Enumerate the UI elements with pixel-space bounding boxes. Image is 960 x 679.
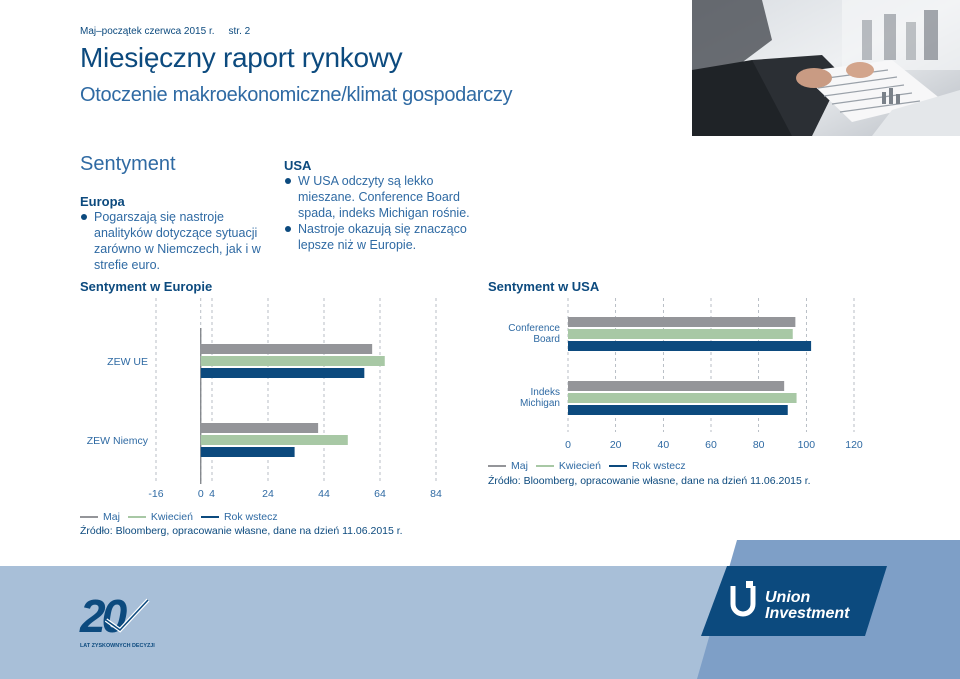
usa-tick-labels: 0 20 40 60 80 100 120	[565, 439, 863, 451]
tick-label: 84	[430, 488, 442, 500]
anniversary-logo-caption: LAT ZYSKOWNYCH DECYZJI	[80, 643, 155, 649]
usa-block: USA W USA odczyty są lekko mieszane. Con…	[284, 158, 484, 253]
tick-label: 44	[318, 488, 330, 500]
chart-title-europe: Sentyment w Europie	[80, 279, 213, 294]
tick-label: 20	[610, 439, 622, 451]
legend-label: Maj	[511, 460, 528, 472]
brand-name-line1: Union	[765, 589, 811, 606]
tick-label: 100	[798, 439, 816, 451]
legend-item: Maj	[488, 460, 528, 472]
page-subtitle: Otoczenie makroekonomiczne/klimat gospod…	[80, 84, 513, 106]
usa-legend: Maj Kwiecień Rok wstecz	[488, 460, 694, 472]
anniversary-logo: 20 LAT ZYSKOWNYCH DECYZJI	[79, 592, 155, 649]
brand-panel: Union Investment	[697, 540, 960, 679]
legend-label: Rok wstecz	[631, 460, 686, 472]
usa-gridlines	[567, 298, 855, 432]
tick-label: 64	[374, 488, 386, 500]
usa-bullet: Nastroje okazują się znacząco lepsze niż…	[284, 221, 484, 253]
tick-label: 24	[262, 488, 274, 500]
bar-rok-wstecz	[568, 405, 788, 415]
brand-name-line2: Investment	[765, 605, 850, 622]
legend-swatch-maj	[488, 465, 506, 467]
bar-rok-wstecz	[568, 341, 812, 351]
chart-europe: ZEW UE ZEW Niemcy -16 0 4 24 44 64 84	[87, 298, 442, 500]
europe-tick-labels: -16 0 4 24 44 64 84	[148, 488, 442, 500]
legend-label: Maj	[103, 511, 120, 523]
usa-title: USA	[284, 158, 312, 173]
category-label: Conference Board	[508, 323, 560, 345]
usa-bullet: W USA odczyty są lekko mieszane. Confere…	[284, 173, 484, 221]
legend-swatch-rok-wstecz	[608, 465, 627, 467]
usa-bars	[568, 317, 812, 415]
category-label: Indeks Michigan	[520, 387, 560, 409]
business-photo-image	[692, 0, 960, 136]
bar-maj	[200, 344, 373, 354]
legend-item: Rok wstecz	[200, 511, 278, 523]
legend-swatch-kwiecien	[535, 465, 554, 467]
bar-maj	[200, 423, 319, 433]
tick-label: 60	[705, 439, 717, 451]
chart-title-usa: Sentyment w USA	[488, 279, 600, 294]
europe-gridlines	[155, 298, 437, 484]
tick-label: 0	[198, 488, 204, 500]
bar-maj	[568, 381, 785, 391]
legend-item: Maj	[80, 511, 120, 523]
page-title: Miesięczny raport rynkowy	[80, 42, 403, 73]
business-photo	[692, 0, 960, 136]
legend-item: Kwiecień	[535, 460, 601, 472]
usa-source: Źródło: Bloomberg, opracowanie własne, d…	[488, 475, 811, 487]
bar-kwiecien	[200, 435, 348, 445]
bar-rok-wstecz	[200, 447, 295, 457]
europe-bullet: Pogarszają się nastroje analityków dotyc…	[80, 209, 265, 273]
section-heading: Sentyment	[80, 153, 176, 175]
legend-label: Rok wstecz	[223, 511, 278, 523]
europe-source: Źródło: Bloomberg, opracowanie własne, d…	[80, 525, 403, 537]
bar-kwiecien	[568, 329, 793, 339]
europe-title: Europa	[80, 194, 125, 209]
legend-label: Kwiecień	[558, 460, 601, 472]
page-number: str. 2	[228, 26, 251, 37]
tick-label: 80	[753, 439, 765, 451]
legend-item: Rok wstecz	[608, 460, 686, 472]
header-meta: Maj–początek czerwca 2015 r. str. 2	[80, 26, 250, 37]
tick-label: 4	[209, 488, 215, 500]
europe-bars	[200, 344, 385, 457]
bar-kwiecien	[568, 393, 797, 403]
tick-label: 40	[657, 439, 669, 451]
anniversary-logo-number: 20	[79, 592, 128, 642]
usa-category-labels: Conference Board Indeks Michigan	[508, 323, 560, 409]
bar-rok-wstecz	[200, 368, 365, 378]
legend-swatch-maj	[80, 516, 98, 518]
header-date: Maj–początek czerwca 2015 r.	[80, 26, 215, 37]
category-label: ZEW Niemcy	[87, 435, 149, 447]
europe-block: Europa Pogarszają się nastroje analitykó…	[80, 194, 265, 273]
legend-swatch-kwiecien	[127, 516, 146, 518]
europe-category-labels: ZEW UE ZEW Niemcy	[87, 356, 149, 447]
europe-legend: Maj Kwiecień Rok wstecz	[80, 511, 286, 523]
tick-label: 120	[845, 439, 863, 451]
bar-kwiecien	[200, 356, 385, 366]
legend-item: Kwiecień	[127, 511, 193, 523]
legend-label: Kwiecień	[150, 511, 193, 523]
bar-maj	[568, 317, 796, 327]
tick-label: -16	[148, 488, 163, 500]
union-investment-logo-icon	[730, 581, 756, 617]
tick-label: 0	[565, 439, 571, 451]
legend-swatch-rok-wstecz	[200, 516, 219, 518]
category-label: ZEW UE	[107, 356, 148, 368]
chart-usa: Conference Board Indeks Michigan 0 20 40 60 80 1…	[508, 298, 863, 451]
